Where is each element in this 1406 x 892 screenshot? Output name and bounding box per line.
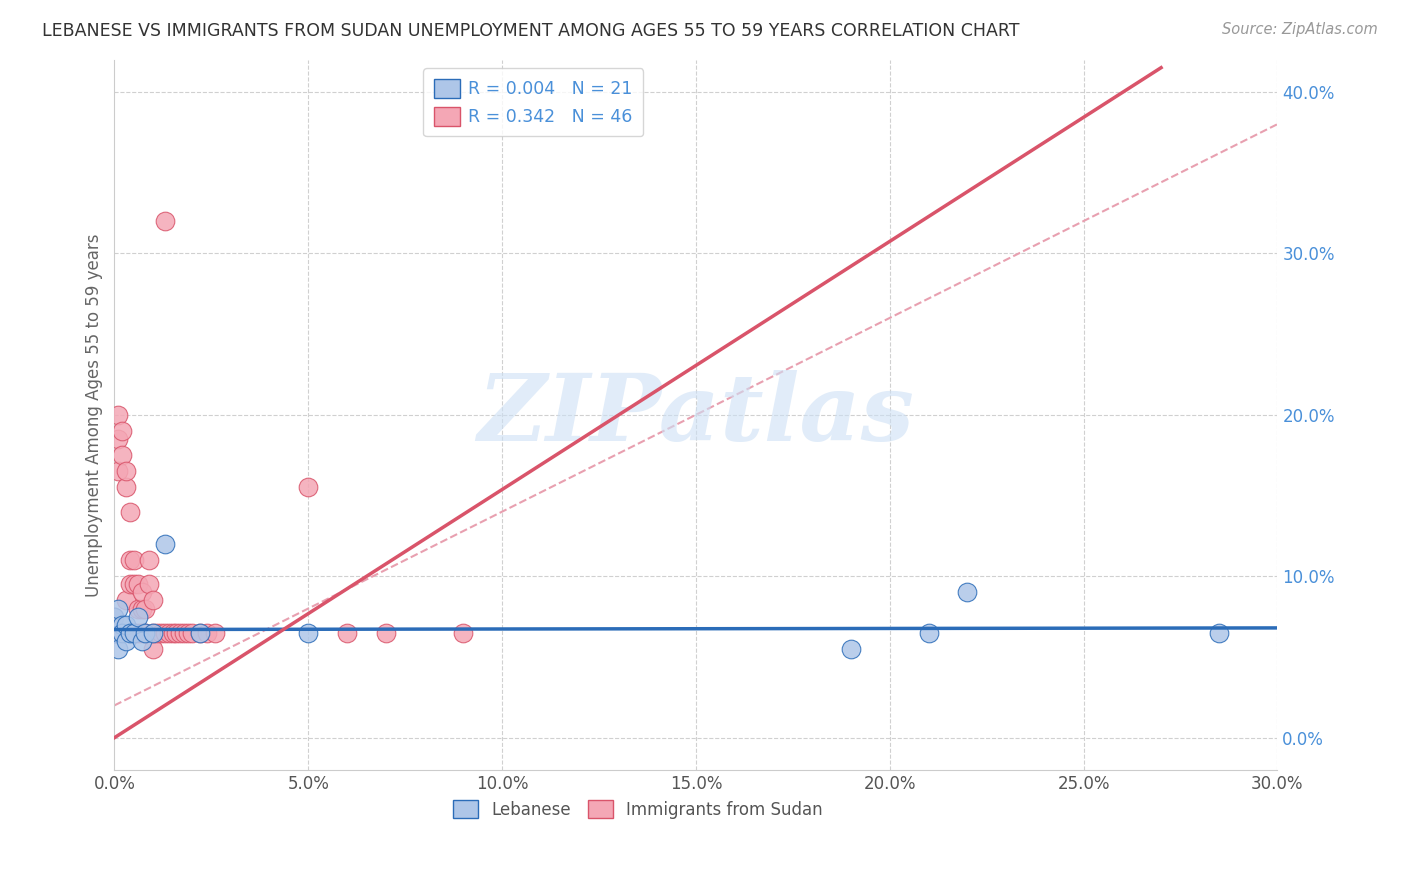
Point bbox=[169, 625, 191, 640]
Point bbox=[153, 214, 176, 228]
Point bbox=[839, 641, 862, 656]
Point bbox=[956, 585, 979, 599]
Point bbox=[107, 641, 129, 656]
Point bbox=[127, 609, 149, 624]
Point bbox=[131, 625, 153, 640]
Point bbox=[111, 617, 134, 632]
Point bbox=[115, 617, 138, 632]
Point bbox=[177, 625, 200, 640]
Point bbox=[142, 625, 165, 640]
Point bbox=[107, 601, 129, 615]
Point bbox=[181, 625, 204, 640]
Point bbox=[134, 625, 156, 640]
Point bbox=[127, 625, 149, 640]
Point bbox=[115, 480, 138, 494]
Point bbox=[142, 593, 165, 607]
Point bbox=[131, 601, 153, 615]
Point bbox=[131, 585, 153, 599]
Point bbox=[188, 625, 211, 640]
Point bbox=[118, 553, 141, 567]
Text: Source: ZipAtlas.com: Source: ZipAtlas.com bbox=[1222, 22, 1378, 37]
Legend: Lebanese, Immigrants from Sudan: Lebanese, Immigrants from Sudan bbox=[446, 794, 830, 826]
Point bbox=[122, 625, 145, 640]
Point bbox=[142, 625, 165, 640]
Point bbox=[297, 625, 319, 640]
Point bbox=[374, 625, 396, 640]
Point bbox=[103, 609, 125, 624]
Point bbox=[146, 625, 169, 640]
Point bbox=[204, 625, 226, 640]
Point bbox=[122, 553, 145, 567]
Point bbox=[153, 537, 176, 551]
Point bbox=[115, 593, 138, 607]
Point bbox=[131, 633, 153, 648]
Point bbox=[122, 625, 145, 640]
Point bbox=[115, 633, 138, 648]
Point bbox=[103, 609, 125, 624]
Point bbox=[162, 625, 184, 640]
Point bbox=[118, 577, 141, 591]
Y-axis label: Unemployment Among Ages 55 to 59 years: Unemployment Among Ages 55 to 59 years bbox=[86, 233, 103, 597]
Text: ZIPatlas: ZIPatlas bbox=[478, 370, 914, 459]
Point bbox=[138, 577, 160, 591]
Point bbox=[118, 505, 141, 519]
Point bbox=[103, 625, 125, 640]
Point bbox=[122, 577, 145, 591]
Point bbox=[103, 625, 125, 640]
Point bbox=[165, 625, 187, 640]
Point bbox=[118, 625, 141, 640]
Point bbox=[107, 432, 129, 446]
Point bbox=[134, 601, 156, 615]
Point bbox=[107, 408, 129, 422]
Point bbox=[111, 448, 134, 462]
Point bbox=[127, 577, 149, 591]
Point bbox=[173, 625, 195, 640]
Point bbox=[138, 553, 160, 567]
Point bbox=[197, 625, 219, 640]
Point bbox=[111, 625, 134, 640]
Point bbox=[127, 601, 149, 615]
Point bbox=[134, 625, 156, 640]
Text: LEBANESE VS IMMIGRANTS FROM SUDAN UNEMPLOYMENT AMONG AGES 55 TO 59 YEARS CORRELA: LEBANESE VS IMMIGRANTS FROM SUDAN UNEMPL… bbox=[42, 22, 1019, 40]
Point bbox=[336, 625, 359, 640]
Point bbox=[453, 625, 475, 640]
Point bbox=[917, 625, 939, 640]
Point bbox=[1208, 625, 1230, 640]
Point bbox=[142, 641, 165, 656]
Point bbox=[149, 625, 172, 640]
Point bbox=[115, 464, 138, 478]
Point bbox=[153, 625, 176, 640]
Point bbox=[111, 424, 134, 438]
Point bbox=[157, 625, 180, 640]
Point bbox=[188, 625, 211, 640]
Point bbox=[107, 464, 129, 478]
Point bbox=[297, 480, 319, 494]
